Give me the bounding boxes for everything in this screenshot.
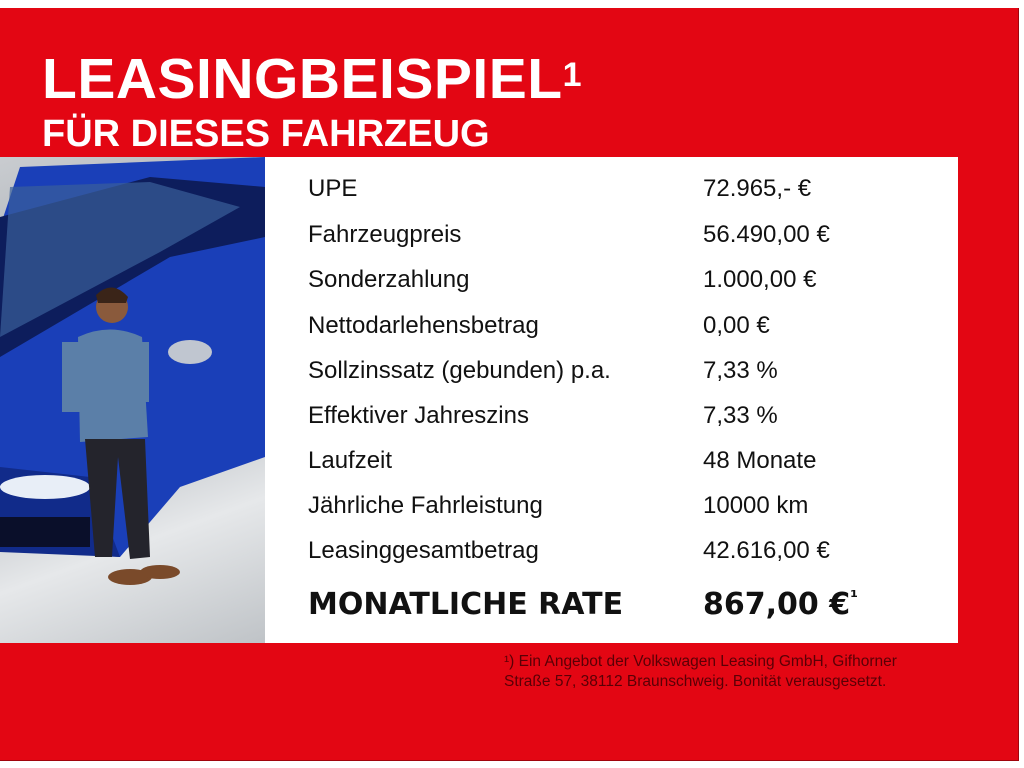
row-label: Fahrzeugpreis (308, 221, 462, 248)
row-nettodarlehensbetrag: Nettodarlehensbetrag 0,00 € (308, 312, 958, 342)
row-value: 48 Monate (703, 447, 817, 474)
row-label: Sollzinssatz (gebunden) p.a. (308, 357, 611, 384)
row-label: Nettodarlehensbetrag (308, 312, 539, 339)
row-value: 7,33 % (703, 357, 778, 384)
row-label: Leasinggesamtbetrag (308, 537, 539, 564)
row-value: 72.965,- € (703, 175, 812, 202)
row-label: Effektiver Jahreszins (308, 402, 529, 429)
total-value: 867,00 €¹ (703, 587, 858, 622)
page-title: LEASINGBEISPIEL1 (42, 46, 582, 112)
car-with-man-image (0, 157, 265, 585)
row-sonderzahlung: Sonderzahlung 1.000,00 € (308, 266, 958, 296)
row-upe: UPE 72.965,- € (308, 175, 958, 205)
car-photo (0, 157, 265, 643)
total-label: MONATLICHE RATE (308, 587, 624, 622)
row-label: UPE (308, 175, 358, 202)
row-laufzeit: Laufzeit 48 Monate (308, 447, 958, 477)
row-jaehrliche-fahrleistung: Jährliche Fahrleistung 10000 km (308, 492, 958, 522)
row-leasinggesamtbetrag: Leasinggesamtbetrag 42.616,00 € (308, 537, 958, 567)
row-label: Laufzeit (308, 447, 393, 474)
leasing-details-panel: UPE 72.965,- € Fahrzeugpreis 56.490,00 € S… (265, 157, 958, 643)
row-value: 0,00 € (703, 312, 770, 339)
row-value: 42.616,00 € (703, 537, 830, 564)
row-value: 56.490,00 € (703, 221, 830, 248)
row-value: 7,33 % (703, 402, 778, 429)
footnote-line-1: ¹) Ein Angebot der Volkswagen Leasing Gm… (504, 653, 897, 670)
row-value: 1.000,00 € (703, 266, 817, 293)
total-amount: 867,00 € (703, 587, 851, 622)
page-subtitle: FÜR DIESES FAHRZEUG (42, 113, 490, 155)
row-sollzinssatz: Sollzinssatz (gebunden) p.a. 7,33 % (308, 357, 958, 387)
footnote: ¹) Ein Angebot der Volkswagen Leasing Gm… (504, 652, 897, 692)
row-fahrzeugpreis: Fahrzeugpreis 56.490,00 € (308, 221, 958, 251)
row-value: 10000 km (703, 492, 809, 519)
row-label: Sonderzahlung (308, 266, 470, 293)
total-superscript: ¹ (850, 587, 858, 608)
row-effektiver-jahreszins: Effektiver Jahreszins 7,33 % (308, 402, 958, 432)
row-label: Jährliche Fahrleistung (308, 492, 543, 519)
title-superscript: 1 (562, 56, 583, 94)
row-monatliche-rate: MONATLICHE RATE 867,00 €¹ (308, 587, 958, 627)
footnote-line-2: Straße 57, 38112 Braunschweig. Bonität v… (504, 673, 887, 690)
title-text: LEASINGBEISPIEL (42, 47, 563, 111)
